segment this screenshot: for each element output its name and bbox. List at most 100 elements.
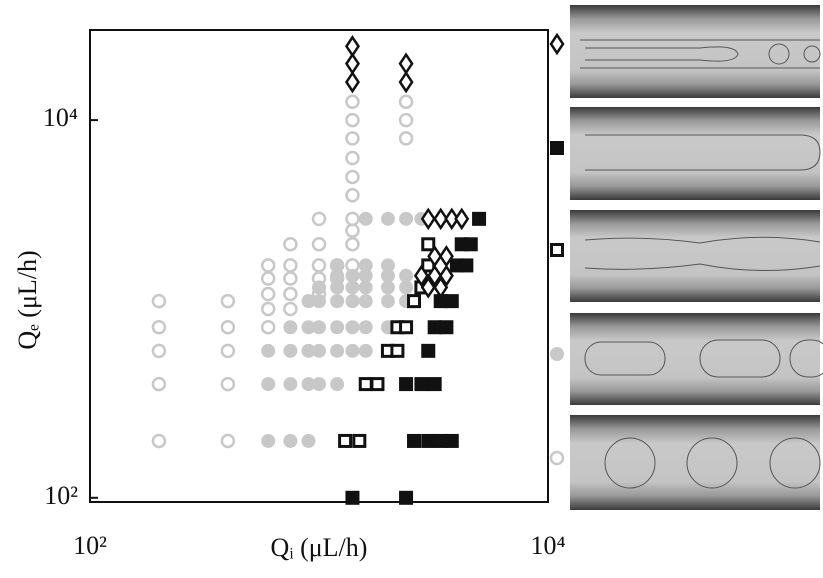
square-marker: [421, 433, 436, 448]
x-tick-label: 10⁴: [530, 531, 565, 560]
circle-marker: [283, 301, 298, 317]
diamond-marker: [438, 264, 454, 287]
circle-marker: [345, 343, 360, 358]
circle-marker: [260, 301, 276, 317]
circle-marker: [151, 293, 167, 309]
circle-marker: [283, 271, 298, 286]
diamond-marker: [420, 207, 436, 231]
image-4: [570, 313, 823, 405]
circle-marker: [220, 433, 236, 449]
circle-marker: [345, 268, 360, 283]
circle-marker: [261, 377, 276, 392]
diamond-marker: [438, 245, 454, 268]
circle-marker: [260, 258, 276, 273]
square-marker: [472, 211, 487, 226]
image-3: [570, 210, 821, 302]
circle-marker: [330, 258, 345, 273]
circle-marker: [283, 258, 298, 273]
square-marker: [439, 320, 454, 335]
diamond-marker: [433, 207, 449, 231]
diamond-marker: [427, 264, 443, 287]
circle-marker: [345, 320, 360, 335]
circle-marker: [220, 293, 236, 309]
circle-marker: [345, 131, 360, 146]
circle-marker: [260, 319, 276, 335]
square-marker: [463, 237, 478, 252]
square-marker: [444, 433, 459, 448]
circle-marker: [151, 376, 167, 392]
circle-marker: [380, 280, 395, 295]
square-marker: [358, 377, 373, 392]
circle-marker: [301, 343, 316, 358]
legend-marker: [549, 450, 565, 466]
circle-marker: [151, 343, 167, 359]
square-marker: [407, 294, 422, 309]
circle-marker: [312, 377, 326, 392]
circle-marker: [312, 343, 326, 358]
circle-marker: [330, 343, 345, 358]
square-marker: [399, 490, 414, 505]
circle-marker: [358, 320, 373, 335]
plot-frame: [89, 29, 549, 503]
diamond-marker: [398, 70, 414, 94]
square-marker: [427, 377, 442, 392]
square-marker: [399, 320, 414, 335]
square-marker: [421, 237, 436, 252]
circle-marker: [301, 320, 316, 335]
circle-marker: [312, 320, 326, 335]
circle-marker: [345, 169, 360, 185]
circle-marker: [220, 376, 236, 392]
circle-marker: [380, 258, 395, 273]
circle-marker: [345, 94, 360, 110]
circle-marker: [398, 112, 414, 128]
circle-marker: [399, 211, 414, 226]
circle-marker: [345, 150, 360, 166]
legend-marker: [550, 347, 564, 361]
square-marker: [459, 258, 474, 273]
circle-marker: [283, 320, 298, 335]
square-marker: [390, 343, 405, 358]
circle-marker: [312, 294, 326, 309]
square-marker: [352, 433, 367, 448]
circle-marker: [220, 319, 236, 335]
square-marker: [433, 433, 448, 448]
y-tick-label: 10⁴: [43, 103, 78, 132]
circle-marker: [358, 294, 373, 309]
circle-marker: [301, 433, 316, 448]
circle-marker: [345, 237, 360, 252]
circle-marker: [261, 433, 276, 448]
circle-marker: [283, 343, 298, 358]
diamond-marker: [344, 70, 360, 94]
circle-marker: [380, 211, 395, 226]
x-tick-label: 10²: [73, 531, 107, 560]
circle-marker: [330, 320, 345, 335]
circle-marker: [283, 286, 298, 302]
circle-marker: [399, 280, 414, 295]
square-marker: [370, 377, 385, 392]
circle-marker: [283, 433, 298, 448]
circle-marker: [345, 223, 360, 238]
circle-marker: [398, 94, 414, 110]
square-marker: [444, 294, 459, 309]
square-marker: [345, 490, 360, 505]
circle-marker: [345, 188, 360, 203]
circle-marker: [312, 280, 326, 295]
circle-marker: [358, 343, 373, 358]
circle-marker: [311, 211, 327, 227]
circle-marker: [380, 294, 395, 309]
circle-marker: [330, 377, 345, 392]
y-tick-label: 10²: [44, 481, 78, 510]
circle-marker: [399, 268, 414, 283]
diamond-marker: [444, 207, 460, 231]
square-marker: [433, 294, 448, 309]
circle-marker: [151, 319, 167, 335]
circle-marker: [358, 268, 373, 283]
y-axis-label: Qₑ (μL/h): [13, 250, 42, 349]
legend-marker: [549, 32, 565, 56]
circle-marker: [345, 294, 360, 309]
square-marker: [414, 377, 429, 392]
square-marker: [338, 433, 353, 448]
circle-marker: [380, 268, 395, 283]
image-5: [570, 415, 821, 510]
